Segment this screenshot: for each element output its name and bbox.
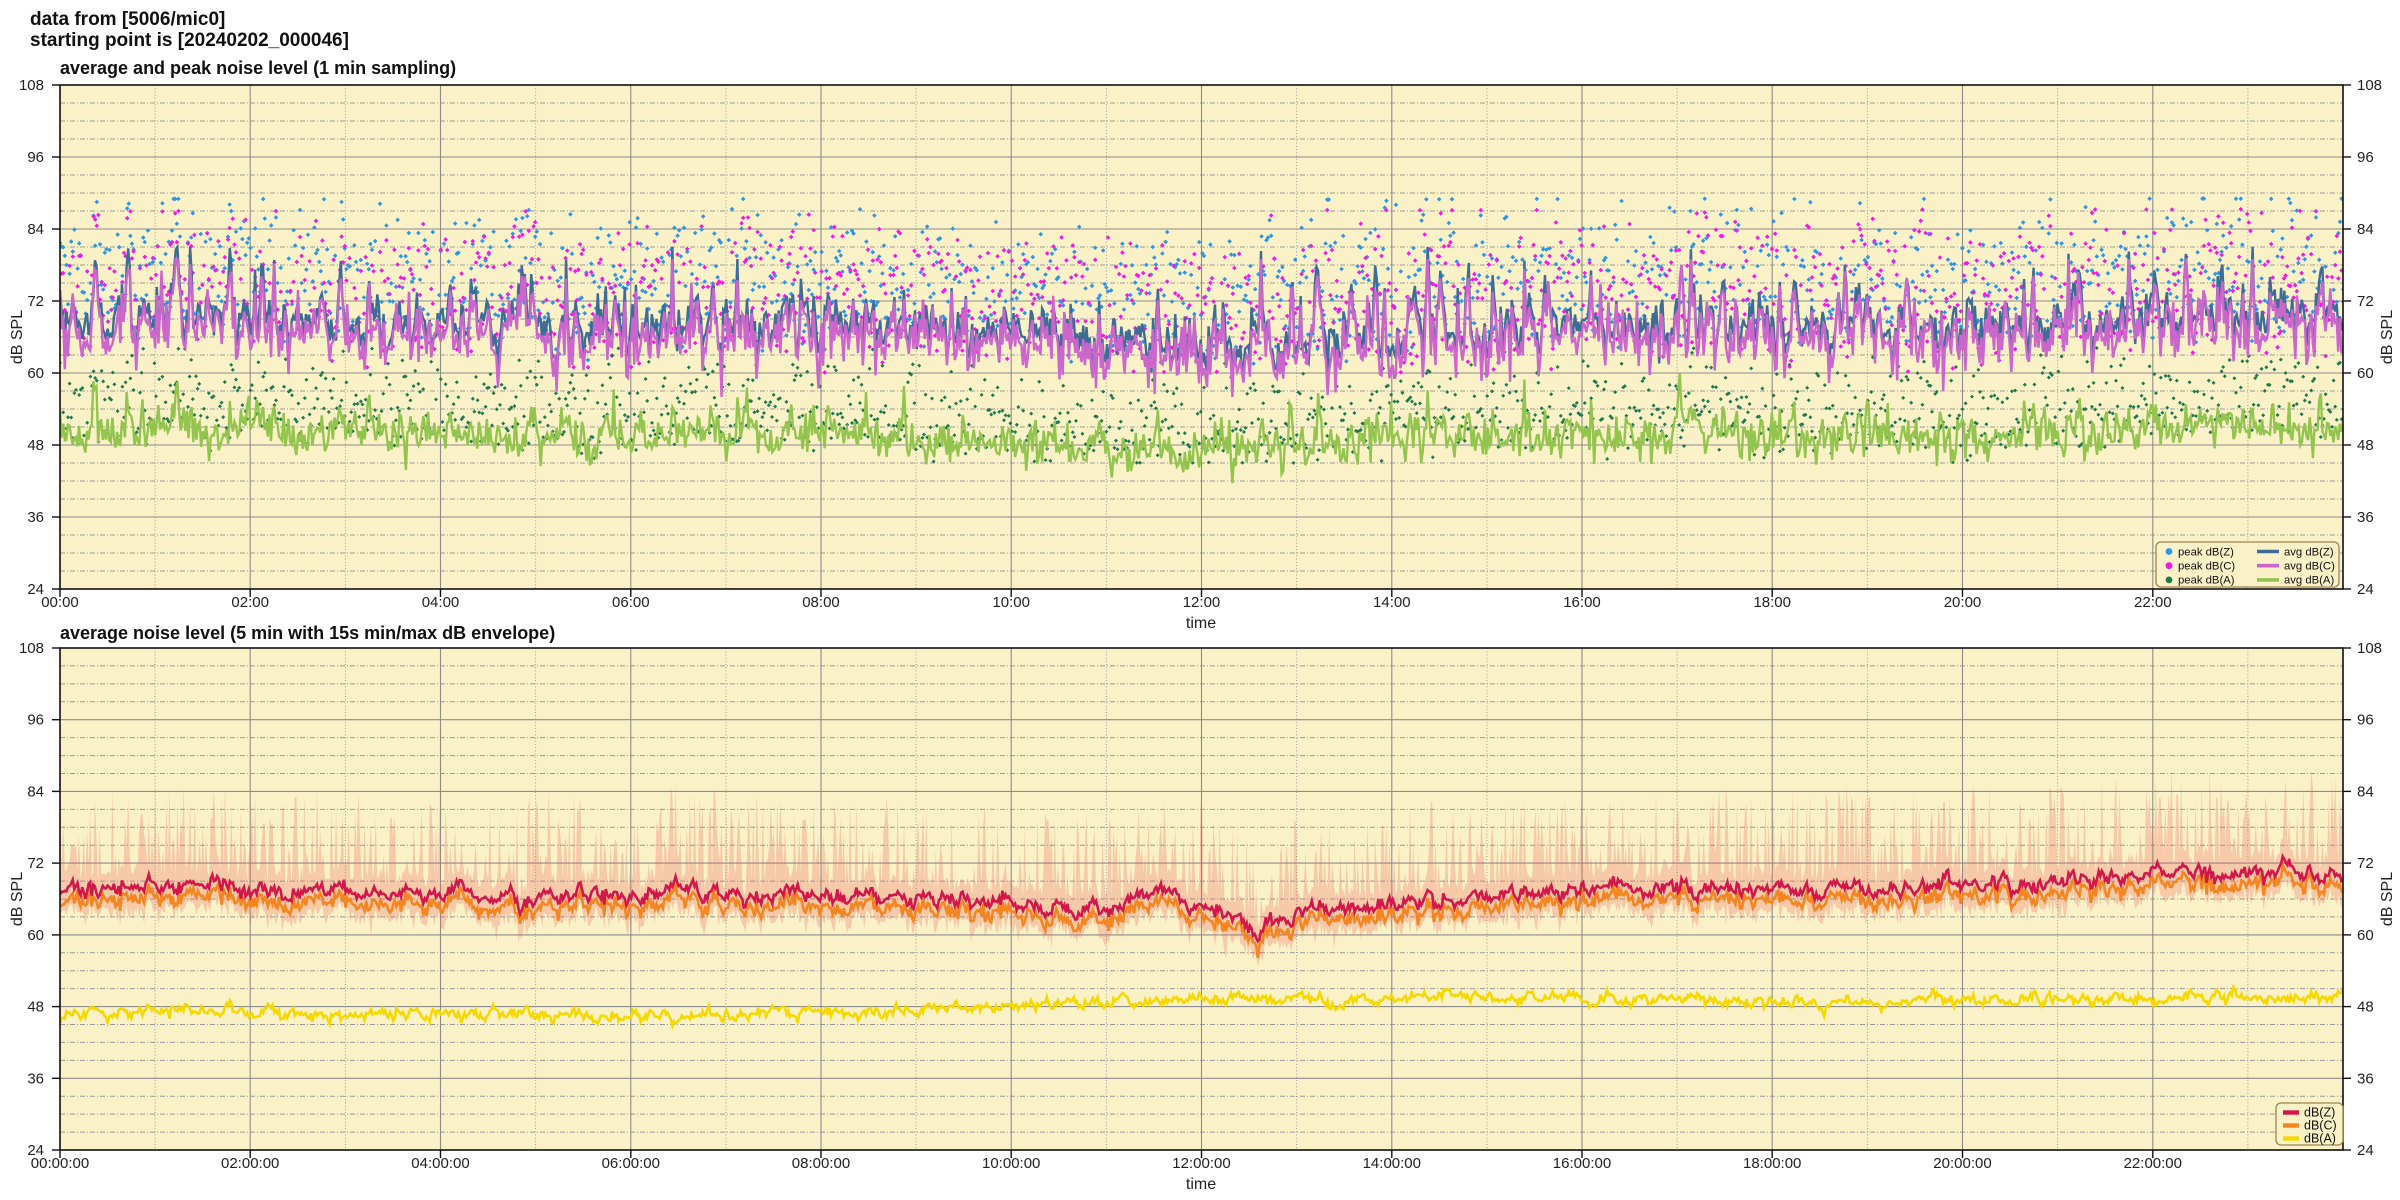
svg-text:time: time (1186, 1176, 1216, 1193)
svg-text:dB SPL: dB SPL (9, 872, 26, 926)
svg-text:12:00:00: 12:00:00 (1172, 1155, 1230, 1172)
svg-text:time: time (1186, 615, 1216, 632)
svg-text:dB SPL: dB SPL (2379, 872, 2396, 926)
svg-text:36: 36 (2357, 509, 2374, 526)
svg-text:08:00: 08:00 (802, 594, 840, 611)
svg-text:14:00:00: 14:00:00 (1363, 1155, 1421, 1172)
svg-text:data from [5006/mic0]: data from [5006/mic0] (30, 9, 225, 30)
svg-text:108: 108 (2357, 640, 2382, 657)
svg-text:06:00: 06:00 (612, 594, 650, 611)
svg-text:60: 60 (2357, 365, 2374, 382)
svg-text:10:00: 10:00 (992, 594, 1030, 611)
svg-text:48: 48 (27, 437, 44, 454)
svg-text:10:00:00: 10:00:00 (982, 1155, 1040, 1172)
svg-text:avg dB(A): avg dB(A) (2284, 575, 2334, 587)
svg-text:72: 72 (27, 293, 44, 310)
svg-text:02:00:00: 02:00:00 (221, 1155, 279, 1172)
svg-text:avg dB(C): avg dB(C) (2284, 561, 2335, 573)
svg-text:dB(C): dB(C) (2304, 1119, 2337, 1133)
svg-text:peak dB(Z): peak dB(Z) (2178, 546, 2234, 558)
svg-text:24: 24 (2357, 581, 2374, 598)
svg-text:06:00:00: 06:00:00 (602, 1155, 660, 1172)
svg-text:84: 84 (2357, 783, 2374, 800)
svg-text:22:00:00: 22:00:00 (2124, 1155, 2182, 1172)
svg-text:average and peak noise level (: average and peak noise level (1 min samp… (60, 58, 456, 78)
svg-text:108: 108 (19, 640, 44, 657)
svg-text:peak dB(C): peak dB(C) (2178, 561, 2235, 573)
svg-text:60: 60 (27, 365, 44, 382)
svg-text:96: 96 (27, 712, 44, 729)
svg-text:48: 48 (2357, 437, 2374, 454)
svg-text:20:00:00: 20:00:00 (1933, 1155, 1991, 1172)
svg-text:dB SPL: dB SPL (9, 310, 26, 364)
svg-text:72: 72 (2357, 855, 2374, 872)
svg-text:00:00:00: 00:00:00 (31, 1155, 89, 1172)
svg-text:avg dB(Z): avg dB(Z) (2284, 546, 2334, 558)
svg-text:22:00: 22:00 (2134, 594, 2172, 611)
svg-text:00:00: 00:00 (41, 594, 79, 611)
svg-text:18:00: 18:00 (1753, 594, 1791, 611)
svg-text:108: 108 (2357, 77, 2382, 94)
svg-text:24: 24 (2357, 1142, 2374, 1159)
svg-text:36: 36 (27, 1070, 44, 1087)
svg-text:average noise level (5 min wit: average noise level (5 min with 15s min/… (60, 623, 555, 643)
svg-text:08:00:00: 08:00:00 (792, 1155, 850, 1172)
svg-text:108: 108 (19, 77, 44, 94)
svg-text:dB(A): dB(A) (2304, 1132, 2336, 1146)
svg-text:72: 72 (2357, 293, 2374, 310)
svg-text:96: 96 (2357, 712, 2374, 729)
svg-text:16:00: 16:00 (1563, 594, 1601, 611)
svg-text:48: 48 (2357, 999, 2374, 1016)
svg-text:60: 60 (27, 927, 44, 944)
svg-text:04:00:00: 04:00:00 (411, 1155, 469, 1172)
svg-text:72: 72 (27, 855, 44, 872)
svg-text:84: 84 (27, 783, 44, 800)
svg-text:14:00: 14:00 (1373, 594, 1411, 611)
svg-text:84: 84 (27, 221, 44, 238)
svg-text:20:00: 20:00 (1944, 594, 1982, 611)
svg-text:48: 48 (27, 999, 44, 1016)
svg-text:04:00: 04:00 (422, 594, 460, 611)
svg-text:dB SPL: dB SPL (2379, 310, 2396, 364)
svg-text:36: 36 (27, 509, 44, 526)
svg-text:60: 60 (2357, 927, 2374, 944)
svg-text:12:00: 12:00 (1183, 594, 1221, 611)
svg-text:dB(Z): dB(Z) (2304, 1106, 2335, 1120)
svg-text:36: 36 (2357, 1070, 2374, 1087)
svg-text:18:00:00: 18:00:00 (1743, 1155, 1801, 1172)
svg-text:96: 96 (27, 149, 44, 166)
svg-text:starting point is [20240202_00: starting point is [20240202_000046] (30, 30, 349, 51)
svg-text:peak dB(A): peak dB(A) (2178, 575, 2235, 587)
svg-text:84: 84 (2357, 221, 2374, 238)
svg-text:96: 96 (2357, 149, 2374, 166)
svg-text:16:00:00: 16:00:00 (1553, 1155, 1611, 1172)
svg-text:02:00: 02:00 (231, 594, 269, 611)
